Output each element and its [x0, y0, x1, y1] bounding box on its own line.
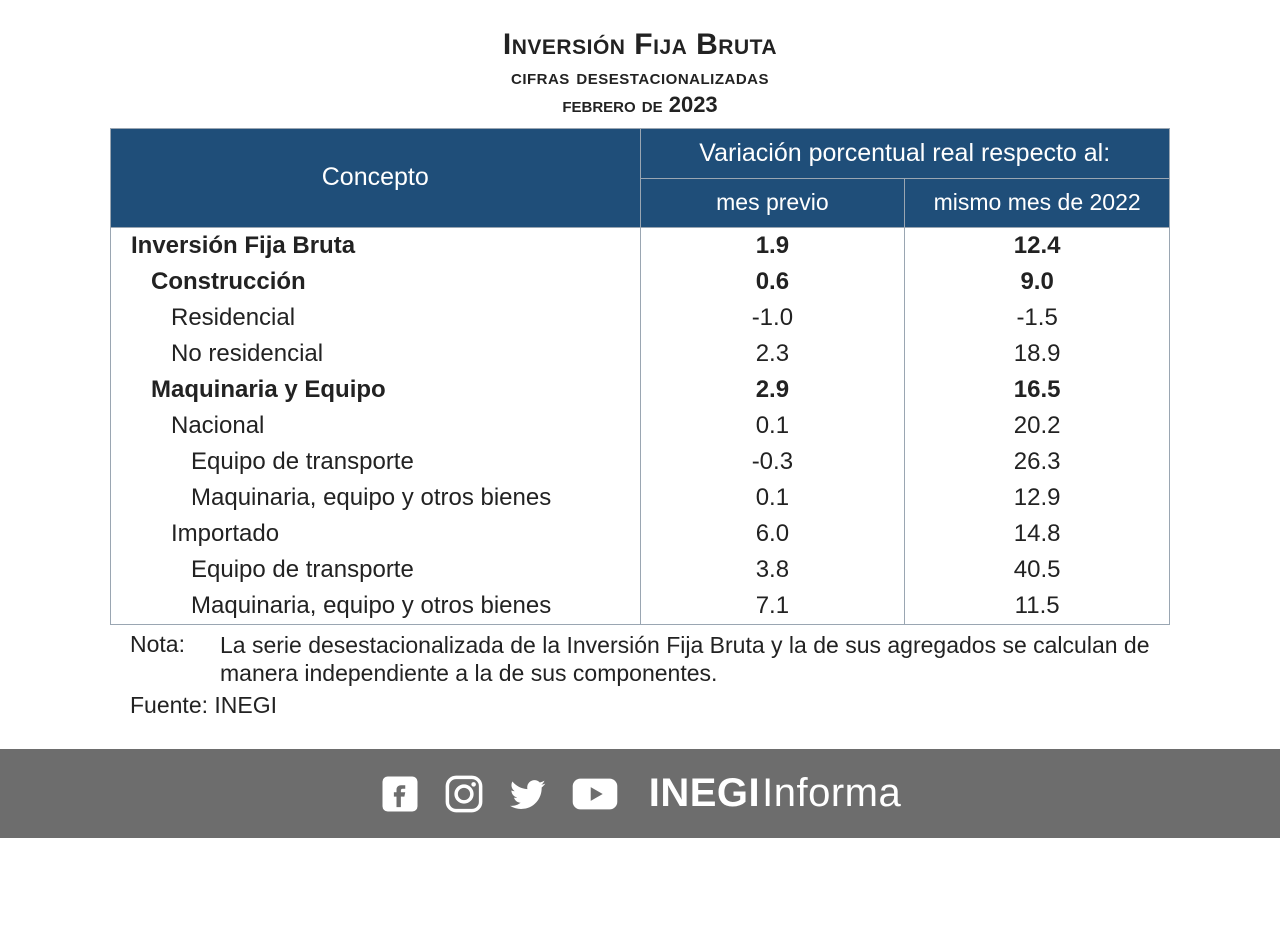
row-value-prev-month: 0.1	[640, 408, 905, 444]
row-value-same-month: 11.5	[905, 588, 1170, 625]
note-label: Nota:	[110, 631, 220, 689]
row-label: Residencial	[111, 300, 641, 336]
row-label: Equipo de transporte	[111, 444, 641, 480]
row-label: Equipo de transporte	[111, 552, 641, 588]
table-row: Importado6.014.8	[111, 516, 1170, 552]
row-value-same-month: -1.5	[905, 300, 1170, 336]
title-line-1: Inversión Fija Bruta	[0, 28, 1280, 62]
title-block: Inversión Fija Bruta cifras desestaciona…	[0, 28, 1280, 118]
table-row: Equipo de transporte3.840.5	[111, 552, 1170, 588]
row-value-same-month: 14.8	[905, 516, 1170, 552]
row-value-prev-month: 2.3	[640, 336, 905, 372]
row-value-same-month: 9.0	[905, 264, 1170, 300]
instagram-icon[interactable]	[443, 773, 485, 815]
table-row: Residencial-1.0-1.5	[111, 300, 1170, 336]
table-row: Maquinaria, equipo y otros bienes0.112.9	[111, 480, 1170, 516]
table-body: Inversión Fija Bruta1.912.4Construcción0…	[111, 227, 1170, 624]
note-text: La serie desestacionalizada de la Invers…	[220, 631, 1170, 689]
row-value-same-month: 26.3	[905, 444, 1170, 480]
notes-block: Nota: La serie desestacionalizada de la …	[110, 631, 1170, 720]
table-row: Inversión Fija Bruta1.912.4	[111, 227, 1170, 264]
footer-bar: INEGI Informa	[0, 749, 1280, 838]
header-mismo-mes: mismo mes de 2022	[905, 179, 1170, 228]
row-value-same-month: 20.2	[905, 408, 1170, 444]
youtube-icon[interactable]	[571, 773, 619, 815]
title-month: febrero de	[562, 92, 668, 117]
row-value-same-month: 12.4	[905, 227, 1170, 264]
row-label: Inversión Fija Bruta	[111, 227, 641, 264]
header-mes-previo: mes previo	[640, 179, 905, 228]
header-variation: Variación porcentual real respecto al:	[640, 129, 1170, 179]
source-label: Fuente:	[130, 692, 208, 718]
row-value-same-month: 18.9	[905, 336, 1170, 372]
row-label: Importado	[111, 516, 641, 552]
table-row: Nacional0.120.2	[111, 408, 1170, 444]
row-value-prev-month: 1.9	[640, 227, 905, 264]
row-value-prev-month: 6.0	[640, 516, 905, 552]
header-concept: Concepto	[111, 129, 641, 228]
page: Inversión Fija Bruta cifras desestaciona…	[0, 0, 1280, 838]
row-value-same-month: 12.9	[905, 480, 1170, 516]
row-value-prev-month: 0.6	[640, 264, 905, 300]
row-value-prev-month: 2.9	[640, 372, 905, 408]
twitter-icon[interactable]	[507, 773, 549, 815]
title-line-3: febrero de 2023	[0, 92, 1280, 118]
table-head: Concepto Variación porcentual real respe…	[111, 129, 1170, 228]
table-row: Maquinaria y Equipo2.916.5	[111, 372, 1170, 408]
table-row: Equipo de transporte-0.326.3	[111, 444, 1170, 480]
row-label: Nacional	[111, 408, 641, 444]
title-year: 2023	[669, 92, 718, 117]
brand-bold: INEGI	[649, 771, 760, 816]
table-row: No residencial2.318.9	[111, 336, 1170, 372]
row-value-prev-month: 0.1	[640, 480, 905, 516]
row-value-prev-month: 7.1	[640, 588, 905, 625]
source-line: Fuente: INEGI	[110, 692, 1170, 719]
row-label: No residencial	[111, 336, 641, 372]
source-value: INEGI	[214, 692, 277, 718]
row-label: Maquinaria y Equipo	[111, 372, 641, 408]
row-label: Maquinaria, equipo y otros bienes	[111, 480, 641, 516]
row-label: Construcción	[111, 264, 641, 300]
row-value-same-month: 40.5	[905, 552, 1170, 588]
table-row: Construcción0.69.0	[111, 264, 1170, 300]
content-area: Inversión Fija Bruta cifras desestaciona…	[0, 0, 1280, 719]
row-value-prev-month: -1.0	[640, 300, 905, 336]
facebook-icon[interactable]	[379, 773, 421, 815]
row-value-prev-month: 3.8	[640, 552, 905, 588]
row-value-same-month: 16.5	[905, 372, 1170, 408]
table-wrap: Concepto Variación porcentual real respe…	[110, 128, 1170, 625]
table-row: Maquinaria, equipo y otros bienes7.111.5	[111, 588, 1170, 625]
title-line-2: cifras desestacionalizadas	[0, 64, 1280, 90]
data-table: Concepto Variación porcentual real respe…	[110, 128, 1170, 625]
note-row: Nota: La serie desestacionalizada de la …	[110, 631, 1170, 689]
row-value-prev-month: -0.3	[640, 444, 905, 480]
row-label: Maquinaria, equipo y otros bienes	[111, 588, 641, 625]
brand-light: Informa	[762, 771, 901, 816]
table-head-row-1: Concepto Variación porcentual real respe…	[111, 129, 1170, 179]
footer-brand: INEGI Informa	[649, 771, 902, 816]
